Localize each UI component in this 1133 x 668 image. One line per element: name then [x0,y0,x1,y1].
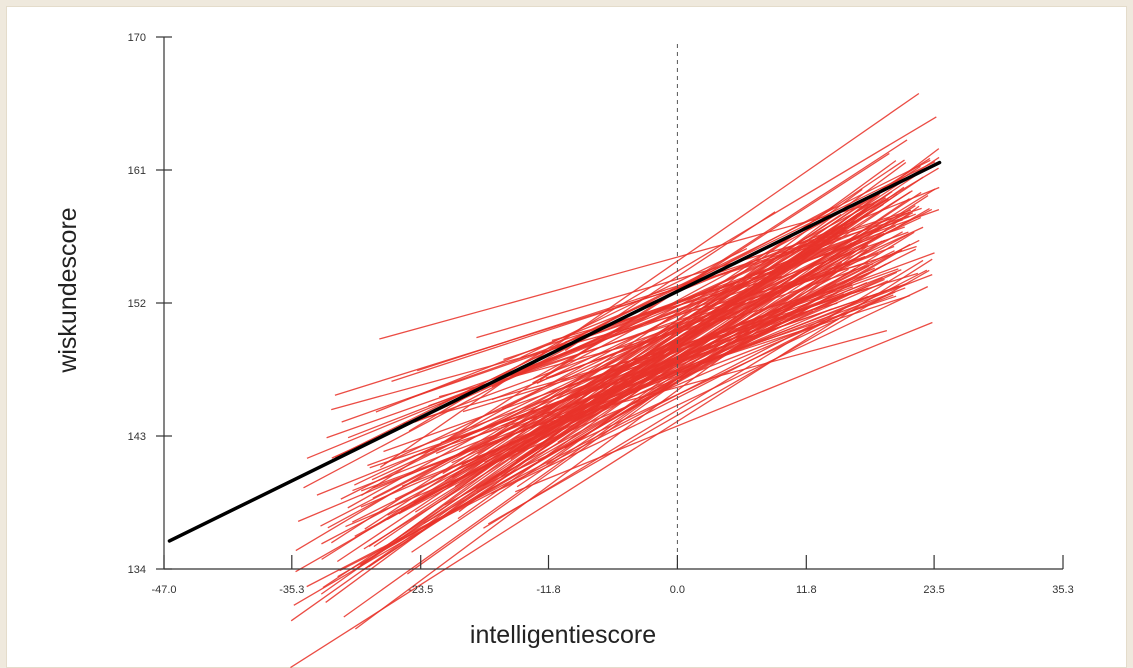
group-line [290,258,933,668]
group-line [372,208,933,499]
group-line [364,165,921,530]
y-tick-label: 143 [128,431,146,443]
x-tick-label: 0.0 [670,584,685,596]
x-tick-label: -23.5 [408,584,433,596]
group-line [539,152,890,381]
x-tick-label: -35.3 [279,584,304,596]
group-line [428,255,866,407]
group-line [394,286,834,500]
group-line [326,231,909,439]
x-tick-label: 11.8 [796,584,817,596]
y-tick-label: 161 [128,165,146,177]
group-line [482,318,839,487]
y-tick-label: 152 [128,298,146,310]
group-line [490,286,929,495]
group-line [354,268,849,537]
group-line [451,263,851,479]
x-tick-label: -47.0 [151,584,176,596]
group-line [320,197,887,595]
group-line [423,243,911,525]
group-line [379,203,871,340]
y-axis-title: wiskundescore [54,207,82,373]
group-line [297,281,868,522]
group-line [532,299,838,413]
group-regression-lines [290,92,940,668]
overall-regression-line [167,160,942,543]
group-line [303,206,834,489]
y-tick-label: 134 [128,564,146,576]
group-line [293,249,903,606]
group-line [406,226,905,400]
group-line [476,229,847,339]
group-line [462,272,919,413]
x-tick-label: 35.3 [1052,584,1073,596]
y-tick-label: 170 [128,32,146,44]
group-line [413,190,913,504]
x-tick-label: 23.5 [923,584,944,596]
group-line [412,294,911,458]
x-axis-title: intelligentiescore [470,621,656,649]
group-line [400,222,882,512]
group-line [489,159,905,440]
group-line [537,267,856,462]
group-line [487,269,930,525]
y-axis-ticks: 134 143 152 161 170 [128,32,172,576]
group-line [383,211,910,465]
group-line [306,295,869,588]
group-line [500,269,902,427]
group-line [536,237,842,384]
group-line [379,92,920,468]
x-tick-label: -11.8 [536,584,560,596]
group-line [515,321,933,493]
x-axis-ticks: -47.0 -35.3 -23.5 -11.8 0.0 11.8 23.5 35.3 [151,555,1074,596]
group-line [414,245,895,423]
group-line [564,219,903,343]
group-line [361,139,908,497]
group-line [373,191,893,548]
group-line [476,205,869,494]
